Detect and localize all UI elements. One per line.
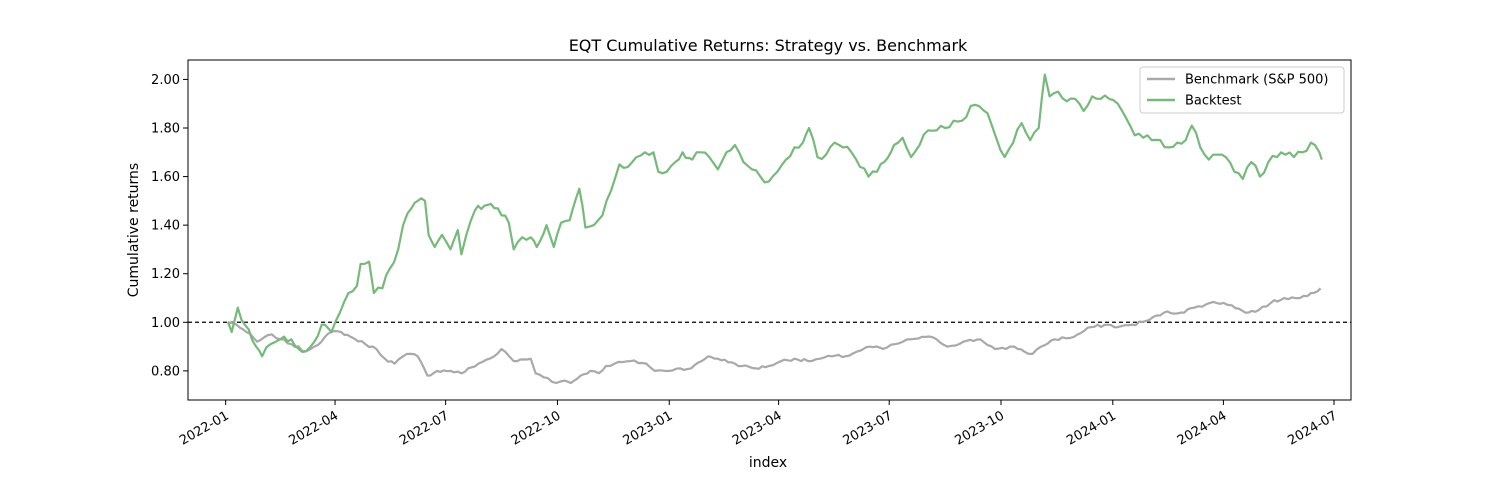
legend-label: Backtest	[1185, 94, 1242, 109]
y-tick-label: 1.20	[151, 267, 180, 282]
chart-title: EQT Cumulative Returns: Strategy vs. Ben…	[569, 36, 968, 55]
plot-frame	[187, 59, 1352, 401]
plot-area	[187, 59, 1352, 401]
series-line-backtest	[227, 73, 1323, 358]
y-tick-label: 1.00	[151, 316, 180, 331]
x-tick-label: 2023-01	[621, 408, 676, 448]
y-tick-label: 1.40	[151, 219, 180, 234]
x-tick-label: 2022-10	[509, 408, 564, 448]
x-axis: 2022-01 2022-04 2022-07 2022-10 2023-01 2023-…	[177, 400, 1340, 449]
x-tick-label: 2022-07	[397, 408, 452, 448]
x-tick-label: 2023-10	[952, 408, 1007, 448]
legend-label: Benchmark (S&P 500)	[1185, 73, 1329, 88]
y-tick-label: 1.80	[151, 122, 180, 137]
y-tick-label: 1.60	[151, 170, 180, 185]
legend: Benchmark (S&P 500) Backtest	[1139, 66, 1345, 114]
legend-box	[1139, 66, 1345, 114]
y-tick-label: 2.00	[151, 73, 180, 88]
y-axis: 0.80 1.00 1.20 1.40 1.60 1.80 2.00	[151, 73, 188, 379]
y-tick-label: 0.80	[151, 364, 180, 379]
x-tick-label: 2024-04	[1175, 408, 1230, 448]
series-line-benchmark	[227, 287, 1322, 385]
x-tick-label: 2024-01	[1064, 408, 1119, 448]
x-tick-label: 2023-04	[730, 408, 785, 448]
y-axis-label: Cumulative returns	[126, 163, 142, 297]
x-tick-label: 2024-07	[1285, 408, 1340, 448]
x-tick-label: 2022-01	[177, 408, 232, 448]
x-tick-label: 2023-07	[841, 408, 896, 448]
x-axis-label: index	[749, 455, 787, 471]
x-tick-label: 2022-04	[286, 408, 341, 448]
